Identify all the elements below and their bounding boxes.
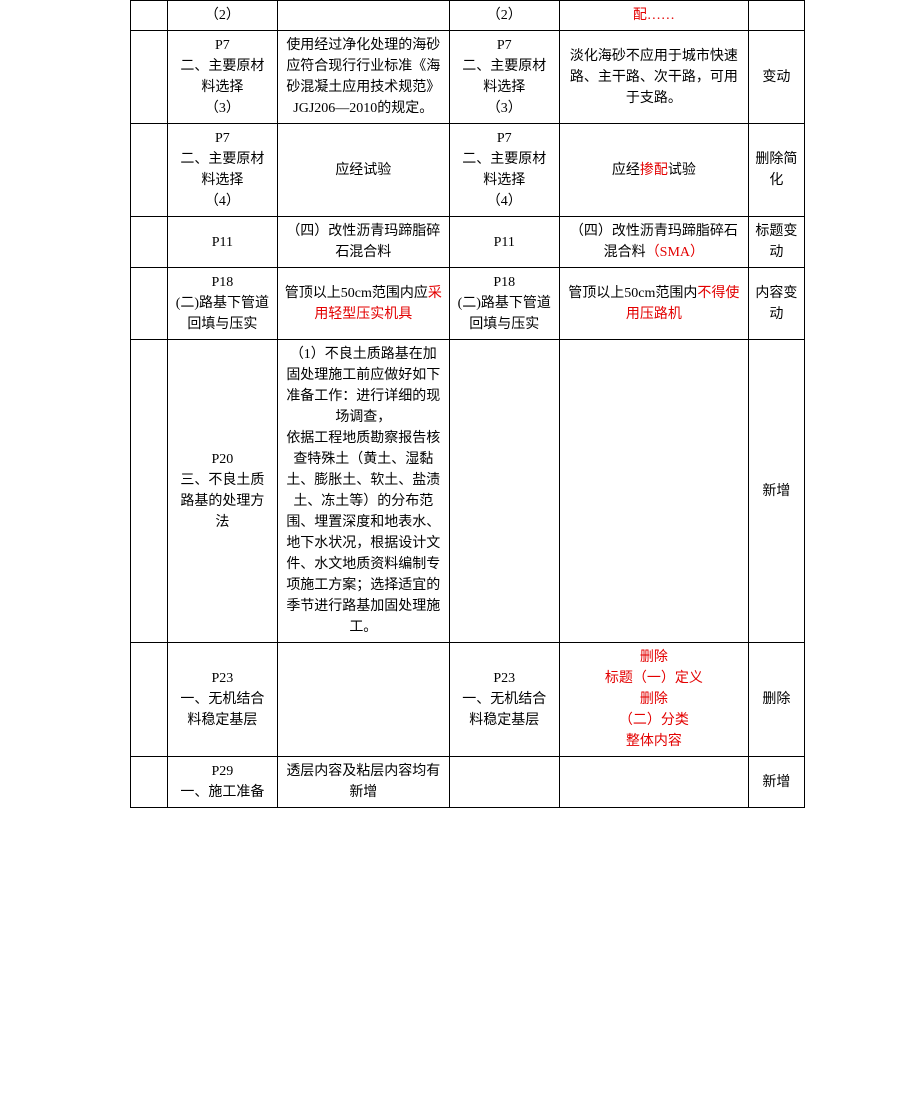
table-row: P7 二、主要原材料选择 （4） 应经试验 P7 二、主要原材料选择 （4） 应…	[131, 124, 805, 217]
cell-ref-right: P7 二、主要原材料选择 （3）	[449, 31, 559, 124]
table-row: P23 一、无机结合料稳定基层 P23 一、无机结合料稳定基层 删除 标题（一）…	[131, 643, 805, 757]
cell-blank	[131, 268, 168, 340]
cell-content-left: 透层内容及粘层内容均有新增	[278, 757, 450, 808]
cell-content-right: 应经掺配试验	[559, 124, 748, 217]
cell-content-right	[559, 340, 748, 643]
table-row: P29 一、施工准备 透层内容及粘层内容均有新增 新增	[131, 757, 805, 808]
cell-ref-right: P23 一、无机结合料稳定基层	[449, 643, 559, 757]
plain-text: 管顶以上50cm范围内应	[285, 286, 428, 301]
cell-content-left: 使用经过净化处理的海砂应符合现行行业标准《海砂混凝土应用技术规范》JGJ206—…	[278, 31, 450, 124]
cell-change-type: 变动	[748, 31, 804, 124]
cell-change-type: 删除	[748, 643, 804, 757]
cell-content-left	[278, 1, 450, 31]
cell-content-left: （四）改性沥青玛蹄脂碎石混合料	[278, 217, 450, 268]
cell-change-type: 内容变动	[748, 268, 804, 340]
cell-change-type: 新增	[748, 757, 804, 808]
cell-change-type: 删除简化	[748, 124, 804, 217]
cell-content-left	[278, 643, 450, 757]
cell-content-right: 淡化海砂不应用于城市快速路、主干路、次干路，可用于支路。	[559, 31, 748, 124]
cell-blank	[131, 757, 168, 808]
cell-content-left: 管顶以上50cm范围内应采用轻型压实机具	[278, 268, 450, 340]
cell-blank	[131, 217, 168, 268]
cell-ref-left: P29 一、施工准备	[167, 757, 277, 808]
table-row: P18 (二)路基下管道回填与压实 管顶以上50cm范围内应采用轻型压实机具 P…	[131, 268, 805, 340]
plain-text: 淡化海砂不应用于城市快速路、主干路、次干路，可用于支路。	[570, 49, 738, 106]
cell-ref-left: （2）	[167, 1, 277, 31]
table-row: （2） （2） 配……	[131, 1, 805, 31]
cell-blank	[131, 643, 168, 757]
plain-text: 管顶以上50cm范围内	[568, 286, 697, 301]
cell-content-left: （1）不良土质路基在加固处理施工前应做好如下准备工作：进行详细的现场调查， 依据…	[278, 340, 450, 643]
comparison-table: （2） （2） 配…… P7 二、主要原材料选择 （3） 使用经过净化处理的海砂…	[130, 0, 805, 808]
cell-ref-left: P23 一、无机结合料稳定基层	[167, 643, 277, 757]
red-text: 掺配	[640, 163, 668, 178]
cell-ref-right: P11	[449, 217, 559, 268]
document-page: （2） （2） 配…… P7 二、主要原材料选择 （3） 使用经过净化处理的海砂…	[0, 0, 920, 1095]
plain-text: 试验	[668, 163, 696, 178]
cell-ref-right: P7 二、主要原材料选择 （4）	[449, 124, 559, 217]
cell-blank	[131, 31, 168, 124]
cell-ref-left: P7 二、主要原材料选择 （4）	[167, 124, 277, 217]
cell-ref-left: P18 (二)路基下管道回填与压实	[167, 268, 277, 340]
cell-ref-right: P18 (二)路基下管道回填与压实	[449, 268, 559, 340]
table-body: （2） （2） 配…… P7 二、主要原材料选择 （3） 使用经过净化处理的海砂…	[131, 1, 805, 808]
table-row: P11 （四）改性沥青玛蹄脂碎石混合料 P11 （四）改性沥青玛蹄脂碎石混合料（…	[131, 217, 805, 268]
cell-blank	[131, 1, 168, 31]
cell-content-right: （四）改性沥青玛蹄脂碎石混合料（SMA）	[559, 217, 748, 268]
cell-content-right	[559, 757, 748, 808]
cell-change-type: 标题变动	[748, 217, 804, 268]
table-row: P20 三、不良土质路基的处理方法 （1）不良土质路基在加固处理施工前应做好如下…	[131, 340, 805, 643]
cell-ref-left: P7 二、主要原材料选择 （3）	[167, 31, 277, 124]
table-row: P7 二、主要原材料选择 （3） 使用经过净化处理的海砂应符合现行行业标准《海砂…	[131, 31, 805, 124]
cell-blank	[131, 340, 168, 643]
cell-content-right: 配……	[559, 1, 748, 31]
plain-text: 应经	[612, 163, 640, 178]
red-text: （SMA）	[646, 245, 704, 260]
cell-ref-left: P11	[167, 217, 277, 268]
cell-ref-right	[449, 340, 559, 643]
cell-content-right: 管顶以上50cm范围内不得使用压路机	[559, 268, 748, 340]
cell-content-left: 应经试验	[278, 124, 450, 217]
cell-content-right: 删除 标题（一）定义 删除 （二）分类 整体内容	[559, 643, 748, 757]
red-text: 删除 标题（一）定义 删除 （二）分类 整体内容	[605, 650, 703, 749]
cell-ref-right: （2）	[449, 1, 559, 31]
red-text: 配……	[633, 8, 675, 23]
cell-ref-right	[449, 757, 559, 808]
cell-blank	[131, 124, 168, 217]
cell-ref-left: P20 三、不良土质路基的处理方法	[167, 340, 277, 643]
cell-change-type: 新增	[748, 340, 804, 643]
cell-change-type	[748, 1, 804, 31]
